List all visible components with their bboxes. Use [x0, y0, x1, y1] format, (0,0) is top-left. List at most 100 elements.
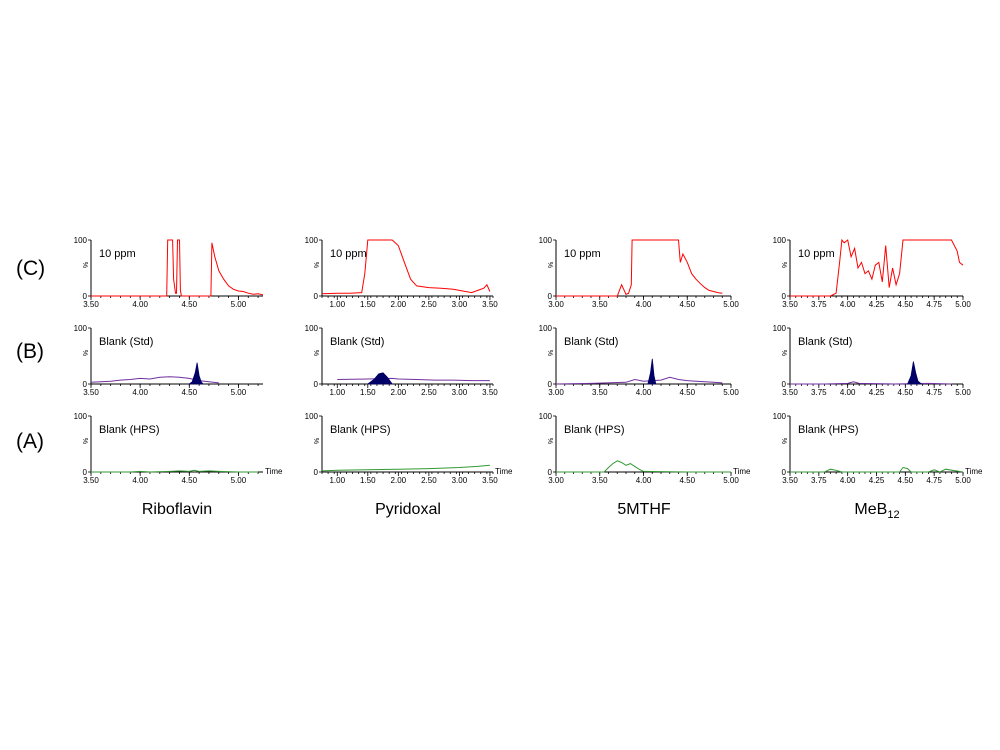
x-tick-label-2-meb12-c: 4.00 — [840, 300, 856, 309]
x-tick-label-3-5mthf-b: 4.50 — [679, 388, 695, 397]
x-tick-label-3-5mthf-c: 4.50 — [679, 300, 695, 309]
trace-5mthf-c-0 — [556, 239, 723, 297]
x-tick-label-0-5mthf-a: 3.00 — [548, 476, 564, 485]
panel-riboflavin-a: 100 0% 3.50 4.00 4.50 5.00 Time Blank (HPS) — [74, 412, 283, 485]
x-tick-label-1-pyridoxal-c: 1.50 — [360, 300, 376, 309]
trace-meb12-c-0 — [790, 238, 964, 297]
compound-label-5mthf: 5MTHF — [617, 501, 671, 518]
y-percent-label-meb12-c: % — [780, 262, 787, 268]
x-tick-label-2-5mthf-c: 4.00 — [636, 300, 652, 309]
x-tick-label-6-meb12-a: 5.00 — [955, 476, 971, 485]
peak-fill-pyridoxal-b — [366, 372, 393, 385]
panel-label-riboflavin-b: Blank (Std) — [99, 336, 153, 348]
trace-pyridoxal-b-0 — [337, 377, 490, 382]
y-tick-0-label-5mthf-b: 0 — [548, 380, 553, 389]
y-tick-100-label-riboflavin-a: 100 — [74, 412, 88, 421]
x-tick-label-0-5mthf-b: 3.00 — [548, 388, 564, 397]
x-tick-label-2-meb12-b: 4.00 — [840, 388, 856, 397]
y-tick-0-label-meb12-a: 0 — [782, 468, 787, 477]
x-tick-label-4-meb12-c: 4.50 — [898, 300, 914, 309]
y-tick-100-label-meb12-a: 100 — [773, 412, 787, 421]
x-tick-label-1-meb12-a: 3.75 — [811, 476, 827, 485]
x-tick-label-1-riboflavin-a: 4.00 — [132, 476, 148, 485]
x-axis-word-riboflavin-a: Time — [265, 467, 283, 476]
y-tick-0-label-riboflavin-c: 0 — [83, 292, 88, 301]
compound-label-meb12: MeB12 — [854, 501, 899, 521]
panel-label-riboflavin-a: Blank (HPS) — [99, 424, 160, 436]
y-percent-label-riboflavin-a: % — [81, 438, 88, 444]
x-tick-label-2-pyridoxal-b: 2.00 — [391, 388, 407, 397]
y-tick-100-label-riboflavin-b: 100 — [74, 324, 88, 333]
y-percent-label-meb12-a: % — [780, 438, 787, 444]
x-tick-label-2-meb12-a: 4.00 — [840, 476, 856, 485]
panel-label-meb12-c: 10 ppm — [798, 248, 835, 260]
y-percent-label-5mthf-a: % — [546, 438, 553, 444]
panel-label-pyridoxal-b: Blank (Std) — [330, 336, 384, 348]
x-tick-label-5-pyridoxal-a: 3.50 — [482, 476, 498, 485]
panel-label-5mthf-a: Blank (HPS) — [564, 424, 625, 436]
y-percent-label-pyridoxal-a: % — [312, 438, 319, 444]
compound-label-riboflavin: Riboflavin — [142, 501, 212, 518]
x-tick-label-4-5mthf-b: 5.00 — [723, 388, 739, 397]
panel-label-riboflavin-c: 10 ppm — [99, 248, 136, 260]
x-tick-label-1-meb12-c: 3.75 — [811, 300, 827, 309]
x-tick-label-4-5mthf-c: 5.00 — [723, 300, 739, 309]
x-tick-label-0-meb12-c: 3.50 — [782, 300, 798, 309]
x-tick-label-0-pyridoxal-c: 1.00 — [329, 300, 345, 309]
panel-meb12-b: 100 0% 3.50 3.75 4.00 4.25 4.50 4.75 5.00 Blank (… — [773, 324, 972, 397]
x-tick-label-0-riboflavin-c: 3.50 — [83, 300, 99, 309]
x-tick-label-3-meb12-b: 4.25 — [869, 388, 885, 397]
x-tick-label-5-meb12-b: 4.75 — [926, 388, 942, 397]
x-tick-label-3-5mthf-a: 4.50 — [679, 476, 695, 485]
trace-pyridoxal-a-0 — [321, 464, 490, 472]
y-percent-label-meb12-b: % — [780, 350, 787, 356]
y-percent-label-riboflavin-b: % — [81, 350, 88, 356]
y-percent-label-5mthf-b: % — [546, 350, 553, 356]
panel-label-pyridoxal-a: Blank (HPS) — [330, 424, 391, 436]
y-tick-100-label-meb12-c: 100 — [773, 236, 787, 245]
y-percent-label-5mthf-c: % — [546, 262, 553, 268]
y-tick-0-label-5mthf-c: 0 — [548, 292, 553, 301]
x-tick-label-3-pyridoxal-b: 2.50 — [421, 388, 437, 397]
x-tick-label-3-meb12-c: 4.25 — [869, 300, 885, 309]
panel-pyridoxal-b: 100 0% 1.00 1.50 2.00 2.50 3.00 3.50 Blank (Std) — [305, 324, 499, 397]
x-tick-label-4-pyridoxal-b: 3.00 — [452, 388, 468, 397]
y-tick-100-label-pyridoxal-b: 100 — [305, 324, 319, 333]
panel-riboflavin-b: 100 0% 3.50 4.00 4.50 5.00 Blank (Std) — [74, 324, 263, 397]
x-tick-label-2-riboflavin-c: 4.50 — [181, 300, 197, 309]
x-tick-label-5-meb12-a: 4.75 — [926, 476, 942, 485]
y-tick-100-label-pyridoxal-a: 100 — [305, 412, 319, 421]
row-label-a: (A) — [16, 430, 44, 453]
y-tick-0-label-riboflavin-a: 0 — [83, 468, 88, 477]
y-tick-0-label-riboflavin-b: 0 — [83, 380, 88, 389]
y-tick-0-label-pyridoxal-a: 0 — [314, 468, 319, 477]
x-tick-label-2-riboflavin-b: 4.50 — [181, 388, 197, 397]
x-tick-label-1-riboflavin-b: 4.00 — [132, 388, 148, 397]
x-tick-label-5-pyridoxal-b: 3.50 — [482, 388, 498, 397]
x-tick-label-1-5mthf-a: 3.50 — [592, 476, 608, 485]
x-tick-label-3-riboflavin-a: 5.00 — [231, 476, 247, 485]
y-percent-label-riboflavin-c: % — [81, 262, 88, 268]
trace-5mthf-a-0 — [556, 460, 731, 473]
x-axis-word-pyridoxal-a: Time — [495, 467, 513, 476]
x-tick-label-5-meb12-c: 4.75 — [926, 300, 942, 309]
x-tick-label-0-meb12-b: 3.50 — [782, 388, 798, 397]
panel-label-meb12-a: Blank (HPS) — [798, 424, 859, 436]
compound-label-pyridoxal: Pyridoxal — [375, 501, 441, 518]
x-axis-word-meb12-a: Time — [965, 467, 983, 476]
x-tick-label-3-pyridoxal-c: 2.50 — [421, 300, 437, 309]
trace-riboflavin-a-0 — [91, 469, 259, 473]
panel-riboflavin-c: 100 0% 3.50 4.00 4.50 5.00 10 ppm — [74, 236, 264, 309]
y-tick-100-label-5mthf-b: 100 — [539, 324, 553, 333]
x-tick-label-0-riboflavin-a: 3.50 — [83, 476, 99, 485]
y-tick-0-label-pyridoxal-b: 0 — [314, 380, 319, 389]
x-tick-label-0-meb12-a: 3.50 — [782, 476, 798, 485]
panel-pyridoxal-c: 100 0% 1.00 1.50 2.00 2.50 3.00 3.50 10 ppm — [305, 236, 499, 309]
x-tick-label-0-riboflavin-b: 3.50 — [83, 388, 99, 397]
y-tick-100-label-5mthf-a: 100 — [539, 412, 553, 421]
x-tick-label-1-pyridoxal-b: 1.50 — [360, 388, 376, 397]
